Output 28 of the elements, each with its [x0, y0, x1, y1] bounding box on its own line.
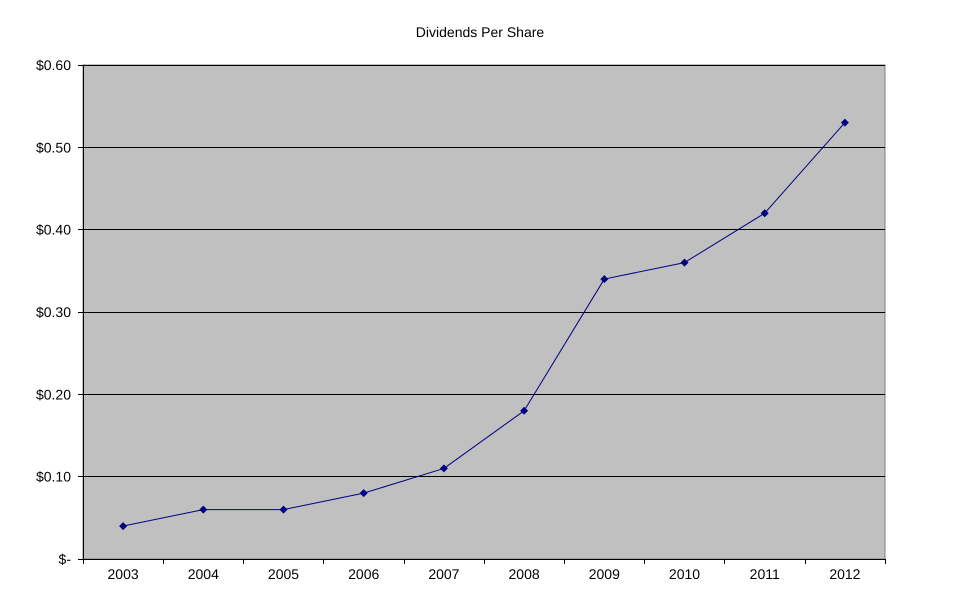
point	[119, 522, 128, 530]
point	[440, 464, 448, 472]
y-tick-label: $0.40	[36, 222, 72, 238]
point	[840, 118, 849, 127]
point	[280, 506, 288, 514]
y-tick-label: $0.60	[36, 57, 72, 73]
x-tick-label: 2010	[668, 566, 700, 582]
y-tick-label: $0.30	[36, 304, 72, 320]
y-tick-label: $0.20	[36, 386, 72, 402]
x-tick-label: 2006	[348, 566, 380, 582]
point	[360, 489, 368, 498]
point	[680, 258, 688, 267]
x-tick-label: 2008	[508, 566, 540, 582]
y-tick-label: $0.50	[36, 139, 72, 156]
point	[760, 209, 769, 218]
point	[199, 506, 208, 514]
x-tick-label: 2005	[268, 566, 300, 582]
x-tick-label: 2011	[750, 566, 780, 582]
y-tick-label: $0.10	[36, 468, 72, 485]
x-tick-label: 2004	[188, 566, 220, 582]
y-tick-label: $-	[58, 551, 72, 567]
x-tick-label: 2012	[829, 566, 861, 582]
point	[520, 406, 528, 415]
point	[600, 275, 608, 284]
chart-title: Dividends Per Share	[416, 24, 544, 40]
x-tick-label: 2007	[428, 566, 460, 582]
x-tick-label: 2003	[108, 566, 139, 582]
x-tick-label: 2009	[588, 566, 620, 582]
